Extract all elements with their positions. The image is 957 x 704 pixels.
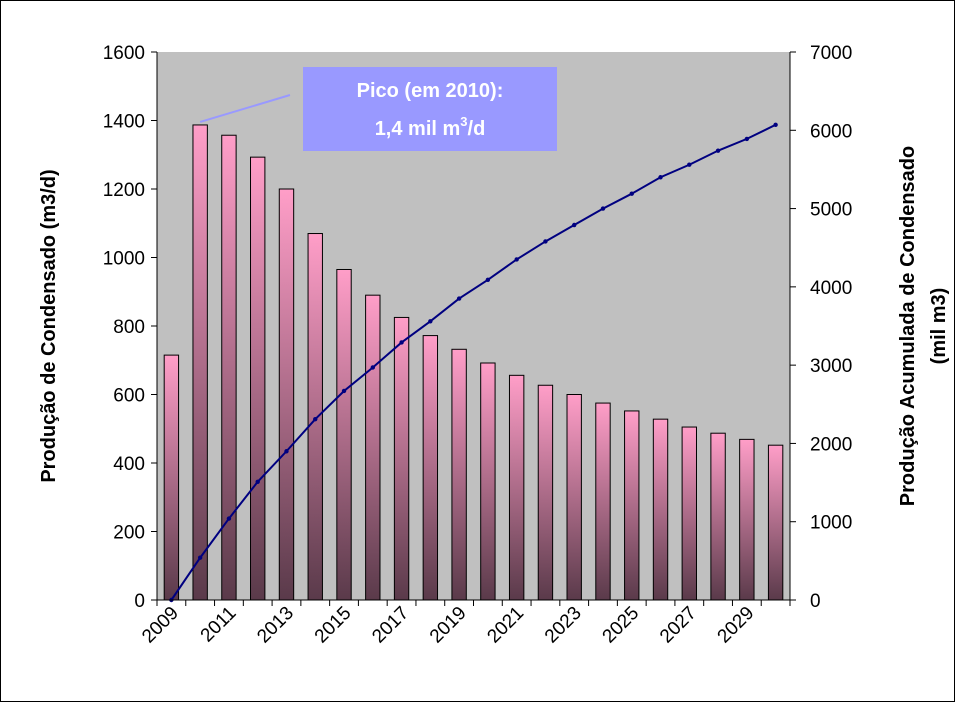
callout-line1: Pico (em 2010):: [357, 80, 504, 102]
bar: [595, 402, 611, 601]
bar: [192, 124, 208, 601]
line-point: [399, 340, 404, 345]
bar: [422, 335, 439, 601]
line-point: [485, 277, 491, 283]
x-tick-label: 2029: [714, 603, 759, 648]
y-axis-title: Produção de Condensado (m3/d): [38, 169, 60, 482]
line-point: [284, 449, 289, 454]
line-point: [744, 136, 750, 142]
bar: [365, 294, 381, 601]
bar: [393, 316, 410, 601]
line-point: [456, 296, 462, 301]
line-point: [197, 555, 203, 560]
bar: [336, 268, 352, 601]
x-tick-label: 2017: [368, 603, 413, 648]
y2-tick-label: 1000: [810, 513, 852, 534]
bar: [710, 432, 726, 601]
y-tick-label: 200: [113, 523, 145, 544]
x-tick-label: 2021: [483, 603, 528, 648]
callout-line2-suffix: /d: [468, 118, 486, 140]
bar: [221, 134, 237, 601]
y2-tick-label: 7000: [810, 43, 852, 64]
axes: [151, 51, 796, 606]
x-tick-label: 2011: [197, 603, 241, 647]
bar: [739, 438, 755, 601]
line-point: [715, 148, 721, 153]
cumulative-line-path: [170, 123, 777, 601]
bar: [250, 156, 266, 601]
bar: [307, 233, 323, 601]
callout-line2-sup: 3: [460, 114, 467, 129]
line-point: [341, 388, 347, 394]
line-point: [600, 206, 606, 211]
line-point: [226, 516, 232, 521]
bar: [508, 374, 525, 601]
y-tick-label: 1200: [103, 180, 145, 201]
callout-leader-line: [199, 94, 291, 123]
x-tick-label: 2027: [656, 603, 701, 648]
y2-axis-title-line1: Produção Acumulada de Condensado: [897, 146, 919, 506]
line-point: [514, 257, 519, 262]
bar: [767, 444, 784, 601]
line-point: [687, 162, 692, 167]
y2-tick-label: 4000: [810, 278, 852, 299]
line-point: [313, 416, 318, 422]
y2-tick-label: 6000: [810, 121, 852, 142]
line-point: [658, 175, 663, 180]
line-point: [370, 365, 375, 370]
y2-tick-label: 5000: [810, 200, 852, 221]
y-tick-label: 800: [113, 317, 145, 338]
x-tick-label: 2023: [541, 603, 586, 648]
bar: [163, 354, 180, 601]
y2-tick-label: 0: [810, 591, 821, 612]
y2-tick-label: 3000: [810, 356, 852, 377]
bar: [652, 418, 669, 601]
y-tick-label: 600: [113, 386, 145, 407]
bar: [278, 188, 295, 601]
callout-line2-prefix: 1,4 mil m: [375, 118, 461, 140]
callout-line2: 1,4 mil m3/d: [375, 114, 486, 140]
bar: [681, 426, 697, 601]
x-tick-label: 2025: [599, 603, 644, 648]
bars: [163, 124, 784, 601]
y-tick-label: 1600: [103, 43, 145, 64]
bar: [624, 410, 640, 601]
bar: [451, 348, 467, 601]
bar: [566, 394, 582, 601]
line-point: [572, 222, 577, 228]
x-tick-label: 2013: [253, 603, 298, 648]
bar: [537, 384, 554, 601]
line-point: [543, 239, 548, 244]
line-point: [629, 191, 634, 196]
line-point: [428, 319, 433, 324]
y-tick-label: 1000: [103, 249, 145, 270]
line-point: [255, 479, 260, 484]
callout-box: [303, 67, 557, 151]
x-tick-label: 2015: [311, 603, 356, 648]
y-tick-label: 1400: [103, 112, 145, 133]
y-tick-label: 0: [134, 591, 145, 612]
bar: [480, 362, 496, 601]
x-tick-label: 2019: [426, 603, 471, 648]
y2-axis-title-line2: (mil m3): [928, 288, 950, 365]
y-tick-label: 400: [113, 454, 145, 475]
y2-tick-label: 2000: [810, 434, 852, 455]
line-point: [773, 122, 778, 128]
